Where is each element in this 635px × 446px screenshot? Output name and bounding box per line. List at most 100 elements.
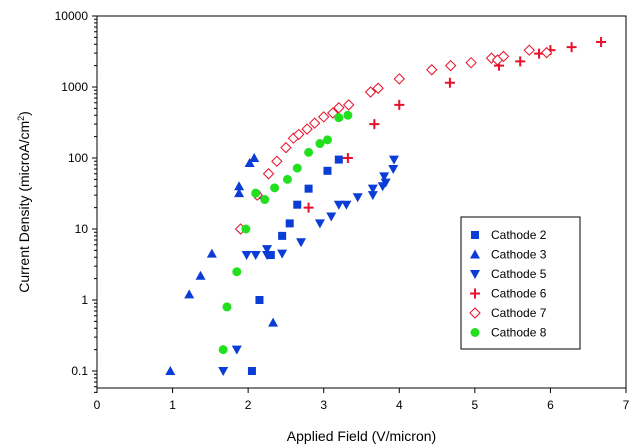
data-series xyxy=(165,37,607,376)
data-point xyxy=(260,195,270,205)
data-point xyxy=(293,200,302,209)
data-point xyxy=(280,141,292,154)
data-point xyxy=(333,200,344,210)
data-point xyxy=(262,245,273,255)
legend-marker xyxy=(471,231,479,239)
legend-label: Cathode 3 xyxy=(491,248,547,262)
data-point xyxy=(241,251,252,261)
data-point xyxy=(333,102,345,114)
y-axis-ticks: 0.1 1 10 100 1000 10000 xyxy=(55,9,97,393)
series-1 xyxy=(247,155,343,375)
legend-marker xyxy=(470,288,480,299)
data-point xyxy=(301,123,313,135)
series-4 xyxy=(303,37,607,213)
data-point xyxy=(262,168,275,180)
data-point xyxy=(270,183,280,193)
data-point xyxy=(293,128,305,141)
x-tick-label: 7 xyxy=(623,398,630,412)
y-tick-label: 100 xyxy=(68,151,88,165)
data-point xyxy=(250,251,261,261)
data-point xyxy=(393,73,405,85)
data-point xyxy=(364,86,377,98)
data-point xyxy=(334,155,343,164)
data-point xyxy=(372,82,384,94)
legend-marker xyxy=(470,270,480,279)
series-6 xyxy=(218,110,353,355)
plot-frame xyxy=(96,15,627,389)
data-point xyxy=(388,164,399,174)
legend-marker xyxy=(470,249,480,259)
data-point xyxy=(277,249,288,259)
data-point xyxy=(206,248,217,258)
data-point xyxy=(282,174,292,184)
data-point xyxy=(314,219,325,229)
data-point xyxy=(241,224,251,234)
legend-label: Cathode 7 xyxy=(491,306,547,320)
data-point xyxy=(304,184,313,193)
data-point xyxy=(342,99,355,111)
data-point xyxy=(195,270,206,280)
data-point xyxy=(465,56,477,69)
legend-label: Cathode 8 xyxy=(491,326,547,340)
data-point xyxy=(278,231,287,240)
x-tick-label: 1 xyxy=(169,398,176,412)
legend-marker xyxy=(470,328,480,337)
data-point xyxy=(379,172,390,182)
legend-label: Cathode 6 xyxy=(491,287,547,301)
legend-box xyxy=(460,216,581,350)
data-point xyxy=(251,188,261,198)
data-point xyxy=(352,193,363,203)
series-3 xyxy=(218,155,399,376)
data-point xyxy=(231,345,242,355)
data-point xyxy=(218,367,229,376)
data-point xyxy=(268,317,279,327)
legend-label: Cathode 5 xyxy=(491,267,547,281)
y-tick-label: 1 xyxy=(81,293,88,307)
data-point xyxy=(266,251,275,260)
data-point xyxy=(444,59,457,72)
x-tick-label: 4 xyxy=(396,398,403,412)
legend-label: Cathode 2 xyxy=(491,228,547,242)
data-point xyxy=(540,46,553,59)
data-point xyxy=(308,117,321,129)
x-axis-ticks: 0 1 2 3 4 5 6 7 xyxy=(94,388,630,412)
y-tick-label: 1000 xyxy=(61,80,88,94)
data-point xyxy=(285,219,294,228)
data-point xyxy=(367,184,378,194)
data-point xyxy=(426,64,438,76)
data-point xyxy=(322,135,332,145)
data-point xyxy=(296,238,307,248)
data-point xyxy=(244,158,255,168)
data-point xyxy=(318,111,330,123)
x-tick-label: 0 xyxy=(94,398,101,412)
y-tick-label: 10000 xyxy=(55,9,89,23)
data-point xyxy=(323,166,332,175)
data-point xyxy=(596,37,607,48)
series-2 xyxy=(165,153,279,375)
data-point xyxy=(523,44,535,56)
data-point xyxy=(222,302,232,312)
data-point xyxy=(497,50,510,63)
data-point xyxy=(388,155,399,165)
data-point xyxy=(304,147,314,157)
data-point xyxy=(444,77,455,88)
data-point xyxy=(262,251,273,261)
data-point xyxy=(247,367,256,375)
data-point xyxy=(369,119,380,130)
y-axis-title: Current Density (microA/cm2) xyxy=(16,111,32,293)
data-point xyxy=(271,155,283,167)
data-point xyxy=(341,200,352,210)
legend: Cathode 2 Cathode 3 Cathode 5 Cathode 6 Cath… xyxy=(460,216,581,350)
data-point xyxy=(292,163,302,173)
data-point xyxy=(343,110,353,120)
data-point xyxy=(218,345,228,355)
legend-marker xyxy=(469,307,481,319)
data-point xyxy=(165,366,176,375)
data-point xyxy=(232,267,242,277)
data-point xyxy=(515,56,526,67)
series-5 xyxy=(234,44,553,235)
data-point xyxy=(315,139,325,149)
data-point xyxy=(249,153,260,162)
data-point xyxy=(566,42,577,53)
